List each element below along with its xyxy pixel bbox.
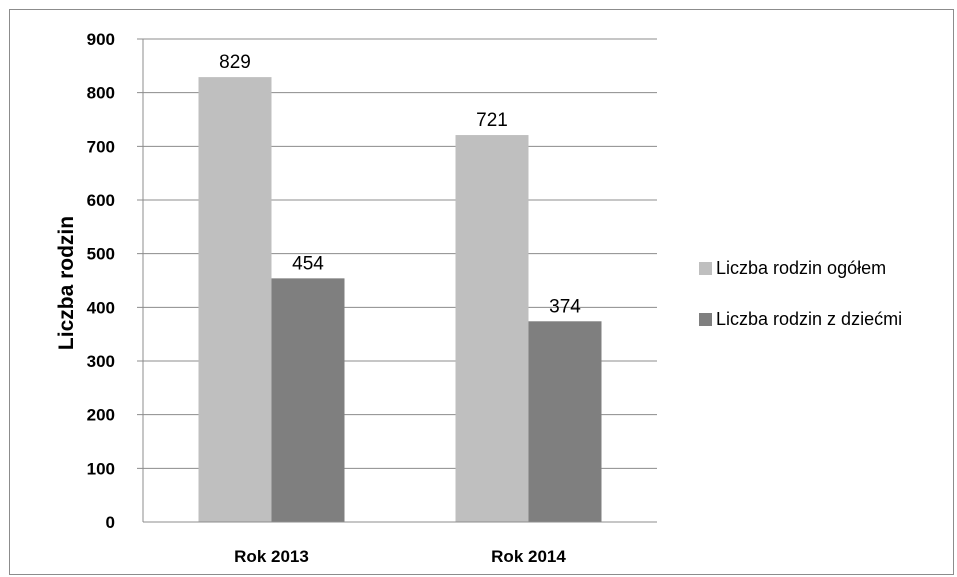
y-tick-label: 400 <box>87 298 115 317</box>
legend: Liczba rodzin ogółem Liczba rodzin z dzie… <box>699 258 902 329</box>
y-tick-label: 800 <box>87 84 115 103</box>
bar-ogolem-1 <box>198 77 272 522</box>
x-axis-category-labels: Rok 2013 Rok 2014 <box>234 547 566 566</box>
data-label: 721 <box>476 110 508 131</box>
y-tick-label: 300 <box>87 352 115 371</box>
y-tick-label: 500 <box>87 245 115 264</box>
bar-ogolem-2 <box>455 135 529 522</box>
y-tick-label: 700 <box>87 137 115 156</box>
legend-label: Liczba rodzin ogółem <box>716 258 886 278</box>
y-axis-tick-labels: 0 100 200 300 400 500 600 700 800 900 <box>87 30 115 532</box>
legend-swatch <box>699 313 712 326</box>
bar-z-dziecmi-1 <box>271 278 345 522</box>
y-tick-label: 100 <box>87 459 115 478</box>
y-axis-title: Liczba rodzin <box>55 216 78 350</box>
data-label: 829 <box>219 52 251 73</box>
x-category-label: Rok 2014 <box>491 547 566 566</box>
value-labels: 829 454 721 374 <box>219 52 581 317</box>
y-tick-label: 600 <box>87 191 115 210</box>
bar-z-dziecmi-2 <box>528 321 602 522</box>
bars <box>198 77 602 522</box>
data-label: 454 <box>292 253 324 274</box>
legend-label: Liczba rodzin z dziećmi <box>716 309 902 329</box>
y-tick-label: 0 <box>106 513 115 532</box>
data-label: 374 <box>549 296 581 317</box>
y-tick-label: 900 <box>87 30 115 49</box>
x-category-label: Rok 2013 <box>234 547 309 566</box>
legend-swatch <box>699 262 712 275</box>
y-tick-label: 200 <box>87 406 115 425</box>
